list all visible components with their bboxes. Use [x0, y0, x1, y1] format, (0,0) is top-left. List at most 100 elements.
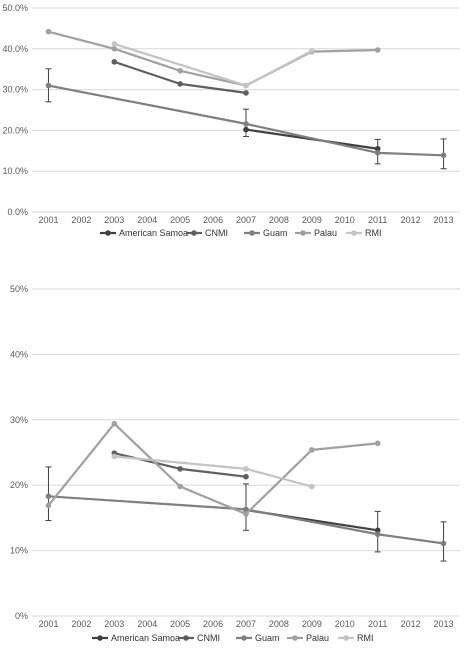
legend-item-palau: Palau: [287, 633, 329, 643]
series-line: [113, 60, 247, 94]
legend-swatch-marker: [105, 230, 111, 236]
x-tick-label: 2005: [170, 619, 190, 629]
top-line-chart: 0.0% 10.0% 20.0% 30.0% 40.0% 50.0% 2001 2002 200…: [2, 3, 460, 238]
data-point: [111, 59, 118, 65]
legend-label: Guam: [263, 228, 288, 238]
series-rmi: [111, 453, 315, 490]
y-tick-label: 40%: [10, 349, 28, 359]
series-american-samoa: [243, 507, 381, 534]
series-palau: [45, 420, 381, 517]
x-tick-label: 2013: [434, 215, 454, 225]
legend-swatch-marker: [249, 230, 255, 236]
legend-item-cnmi: CNMI: [178, 633, 220, 643]
legend: American Samoa CNMI Guam Palau RMI: [100, 228, 382, 238]
x-tick-label: 2008: [269, 215, 289, 225]
data-point: [440, 152, 447, 159]
x-tick-label: 2011: [368, 215, 387, 225]
data-point: [243, 511, 249, 517]
x-tick-label: 2002: [71, 215, 91, 225]
data-point: [111, 41, 118, 47]
legend-label: RMI: [365, 228, 382, 238]
data-point: [440, 540, 447, 547]
legend-item-cnmi: CNMI: [186, 228, 228, 238]
x-tick-label: 2009: [302, 619, 322, 629]
series-cnmi: [111, 450, 249, 480]
x-tick-label: 2001: [38, 215, 58, 225]
legend-swatch-marker: [292, 635, 298, 641]
y-tick-label: 20.0%: [2, 125, 28, 135]
legend-label: American Samoa: [119, 228, 188, 238]
legend-swatch-marker: [97, 635, 103, 641]
data-point: [111, 46, 118, 52]
y-tick-label: 10%: [10, 546, 28, 556]
series-line: [114, 452, 247, 478]
x-tick-label: 2003: [104, 215, 124, 225]
data-point: [177, 81, 183, 87]
y-tick-label: 50.0%: [2, 3, 28, 13]
legend-label: Palau: [314, 228, 337, 238]
legend-label: CNMI: [197, 633, 220, 643]
x-tick-label: 2003: [104, 619, 124, 629]
legend-swatch-marker: [241, 635, 247, 641]
legend-item-guam: Guam: [244, 228, 288, 238]
data-point: [45, 502, 52, 509]
data-point: [243, 121, 249, 127]
data-point: [177, 483, 183, 490]
series-line: [48, 30, 378, 87]
y-tick-label: 30.0%: [2, 85, 28, 95]
x-tick-label: 2004: [137, 619, 157, 629]
y-tick-label: 20%: [10, 480, 28, 490]
x-tick-label: 2009: [302, 215, 322, 225]
x-tick-label: 2007: [236, 215, 256, 225]
data-point: [374, 440, 381, 447]
data-point: [111, 453, 118, 460]
data-point: [309, 447, 315, 453]
y-tick-label: 0%: [15, 611, 28, 621]
legend-item-american-samoa: American Samoa: [92, 633, 180, 643]
legend-label: Palau: [306, 633, 329, 643]
x-tick-label: 2001: [38, 619, 58, 629]
y-tick-label: 50%: [10, 284, 28, 294]
x-tick-label: 2004: [137, 215, 157, 225]
data-point: [309, 483, 315, 490]
x-tick-label: 2005: [170, 215, 190, 225]
data-point: [177, 68, 183, 74]
data-point: [243, 506, 249, 513]
data-point: [45, 28, 52, 35]
data-point: [309, 48, 315, 54]
x-tick-label: 2006: [203, 215, 223, 225]
series-guam: [45, 466, 447, 562]
data-point: [243, 466, 249, 472]
x-tick-label: 2013: [434, 619, 454, 629]
bottom-line-chart: 0% 10% 20% 30% 40% 50% 2001 2002 2003 2004 2005 200…: [10, 284, 460, 643]
series-cnmi: [111, 59, 249, 96]
data-point: [374, 531, 381, 538]
data-point: [177, 466, 183, 472]
legend-swatch-marker: [191, 230, 197, 236]
legend-label: American Samoa: [111, 633, 180, 643]
data-point: [45, 82, 52, 89]
series-guam: [45, 68, 447, 170]
x-tick-label: 2008: [269, 619, 289, 629]
legend-swatch-marker: [351, 230, 357, 236]
x-tick-label: 2010: [335, 619, 355, 629]
data-point: [374, 150, 381, 156]
data-point: [243, 90, 249, 96]
series-rmi: [111, 41, 315, 89]
legend-label: RMI: [357, 633, 374, 643]
data-point: [243, 473, 249, 480]
x-tick-label: 2011: [368, 619, 387, 629]
y-tick-label: 10.0%: [2, 166, 28, 176]
legend-item-palau: Palau: [295, 228, 337, 238]
series-line: [47, 422, 378, 516]
y-tick-label: 0.0%: [7, 207, 28, 217]
legend-swatch-marker: [343, 635, 349, 641]
x-tick-label: 2010: [335, 215, 355, 225]
data-point: [243, 82, 249, 89]
legend-item-rmi: RMI: [338, 633, 374, 643]
legend-item-rmi: RMI: [346, 228, 382, 238]
legend-item-american-samoa: American Samoa: [100, 228, 188, 238]
x-tick-label: 2012: [401, 619, 421, 629]
series-line: [48, 495, 444, 545]
